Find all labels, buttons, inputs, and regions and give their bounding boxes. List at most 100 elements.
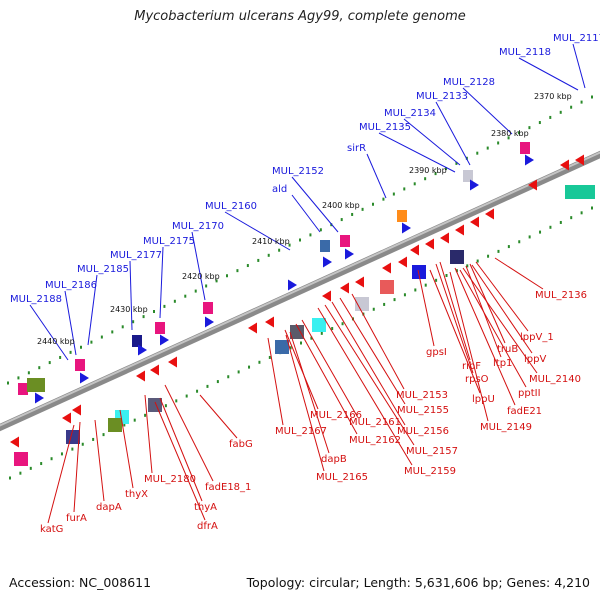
gc-dot <box>288 243 291 247</box>
gc-dot <box>393 298 396 302</box>
gc-dot <box>591 95 593 99</box>
gene-arrow <box>398 256 407 268</box>
forward-gene-label: MUL_2185 <box>77 264 129 275</box>
gc-dot <box>121 325 124 329</box>
gc-dot <box>320 331 323 335</box>
gc-dot <box>237 370 240 374</box>
gc-dot <box>539 230 542 234</box>
leader-line <box>454 267 516 406</box>
gc-dot <box>59 355 62 359</box>
forward-gene-label: MUL_2133 <box>416 91 468 102</box>
gene-arrow <box>340 282 349 294</box>
reverse-gene-label: MUL_2149 <box>480 422 532 433</box>
gc-dot <box>216 380 219 384</box>
gene-box <box>463 170 473 182</box>
gene-arrow <box>322 290 331 302</box>
reverse-gene-label: MUL_2162 <box>349 435 401 446</box>
reverse-gene-label: gpsI <box>426 347 447 358</box>
scale-label: 2390 kbp <box>409 166 447 175</box>
gene-arrow <box>345 248 354 260</box>
gc-dot <box>69 350 72 354</box>
reverse-gene-label: rpsO <box>465 374 489 385</box>
gene-arrow <box>80 372 89 384</box>
leader-line <box>29 304 69 361</box>
gc-dot <box>142 315 145 319</box>
gc-dot <box>300 341 302 345</box>
gc-dot <box>424 177 427 181</box>
gene-box <box>355 297 369 311</box>
reverse-gene-label: fadE21 <box>507 406 542 417</box>
forward-gene-label: MUL_2188 <box>10 294 62 305</box>
reverse-gene-label: katG <box>40 524 63 535</box>
gene-box <box>380 280 394 294</box>
gc-dot <box>175 399 178 403</box>
gc-dot <box>194 289 197 293</box>
gene-box <box>320 240 330 252</box>
reverse-gene-label: ltp1 <box>493 358 512 369</box>
gc-dot <box>445 274 448 277</box>
leader-line <box>301 319 358 417</box>
gene-arrow <box>425 238 434 250</box>
reverse-gene-label: MUL_2153 <box>396 390 448 401</box>
gc-dot <box>206 384 209 388</box>
gene-arrow <box>528 179 537 191</box>
gc-dot <box>445 167 447 170</box>
reverse-gene-label: MUL_2159 <box>404 466 456 477</box>
forward-gene-label: sirR <box>347 143 366 154</box>
gc-dot <box>486 146 489 150</box>
gene-arrow <box>455 224 464 236</box>
leader-line <box>159 246 164 319</box>
backbone-line <box>0 150 600 432</box>
gene-box <box>290 325 304 339</box>
gene-box <box>340 235 350 247</box>
gc-dot <box>351 212 354 216</box>
gene-arrow <box>150 364 159 376</box>
gc-dot <box>549 115 552 119</box>
gc-dot <box>92 437 95 441</box>
gc-dot <box>559 220 562 224</box>
gc-dot <box>580 211 583 215</box>
reverse-gene-label: lppV_1 <box>520 332 554 343</box>
forward-gene-label: MUL_2135 <box>359 122 411 133</box>
reverse-gene-label: MUL_2165 <box>316 472 368 483</box>
gc-dot <box>227 375 230 379</box>
gene-box <box>520 142 530 154</box>
gc-dot <box>29 466 32 470</box>
gc-dot <box>487 254 490 258</box>
gc-dot <box>528 126 531 130</box>
gc-dot <box>215 279 218 283</box>
gc-dot <box>413 182 416 186</box>
leader-line <box>459 269 527 388</box>
gc-dot <box>71 447 74 451</box>
leader-line <box>284 329 319 410</box>
gene-arrow <box>525 154 534 166</box>
gc-dot <box>372 202 374 206</box>
gene-arrow <box>485 208 494 220</box>
gc-dot <box>246 264 249 268</box>
gc-dot <box>319 228 322 232</box>
gc-dot <box>559 110 562 114</box>
leader-line <box>159 397 203 502</box>
gene-arrow <box>355 276 364 288</box>
gc-dot <box>257 258 260 262</box>
reverse-gene-label: pptII <box>518 388 541 399</box>
gene-arrow <box>323 256 332 268</box>
leader-line <box>154 401 206 521</box>
gc-dot <box>19 471 22 475</box>
gc-dot <box>476 259 479 263</box>
gene-arrow <box>160 334 169 346</box>
gene-arrow <box>35 392 44 404</box>
gene-arrow <box>248 322 257 334</box>
gc-dot <box>518 131 520 135</box>
gc-dot <box>299 238 301 242</box>
reverse-gene-label: MUL_2156 <box>397 426 449 437</box>
gc-dot <box>163 304 166 308</box>
leader-line <box>324 304 415 446</box>
reverse-gene-label: dapA <box>96 502 122 513</box>
gene-box <box>155 322 165 334</box>
forward-gene-label: MUL_2170 <box>172 221 224 232</box>
accession-text: Accession: NC_008611 <box>9 575 152 590</box>
leader-line <box>462 267 538 374</box>
gene-box <box>397 210 407 222</box>
leader-line <box>289 331 330 454</box>
